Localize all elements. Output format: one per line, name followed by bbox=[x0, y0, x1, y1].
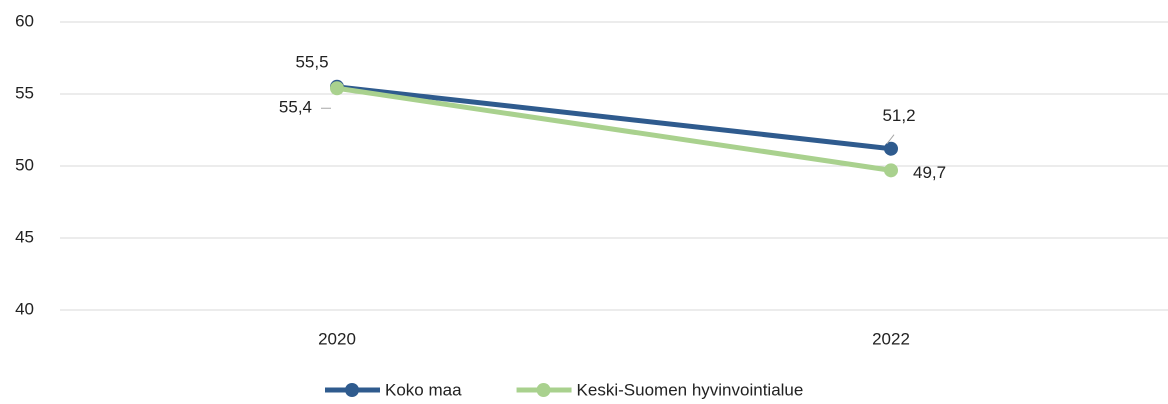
series-line bbox=[336, 84, 892, 152]
y-tick-label: 50 bbox=[15, 155, 34, 174]
y-tick-label: 40 bbox=[15, 299, 34, 318]
data-point bbox=[330, 81, 344, 96]
leader-line bbox=[886, 134, 895, 145]
legend-marker bbox=[536, 383, 551, 397]
data-label: 55,4 bbox=[279, 98, 312, 117]
legend-label: Koko maa bbox=[385, 380, 462, 399]
data-label: 55,5 bbox=[295, 52, 328, 71]
x-tick-label: 2022 bbox=[872, 329, 910, 348]
y-tick-label: 55 bbox=[15, 83, 34, 102]
legend-marker bbox=[345, 383, 359, 397]
series-line bbox=[336, 85, 892, 173]
data-point bbox=[884, 141, 898, 156]
y-tick-label: 60 bbox=[15, 11, 34, 30]
y-tick-label: 45 bbox=[15, 227, 34, 246]
data-label: 51,2 bbox=[882, 106, 915, 125]
data-point bbox=[884, 163, 898, 178]
data-label: 49,7 bbox=[913, 163, 946, 182]
legend-label: Keski-Suomen hyvinvointialue bbox=[577, 380, 804, 399]
x-tick-label: 2020 bbox=[318, 329, 356, 348]
